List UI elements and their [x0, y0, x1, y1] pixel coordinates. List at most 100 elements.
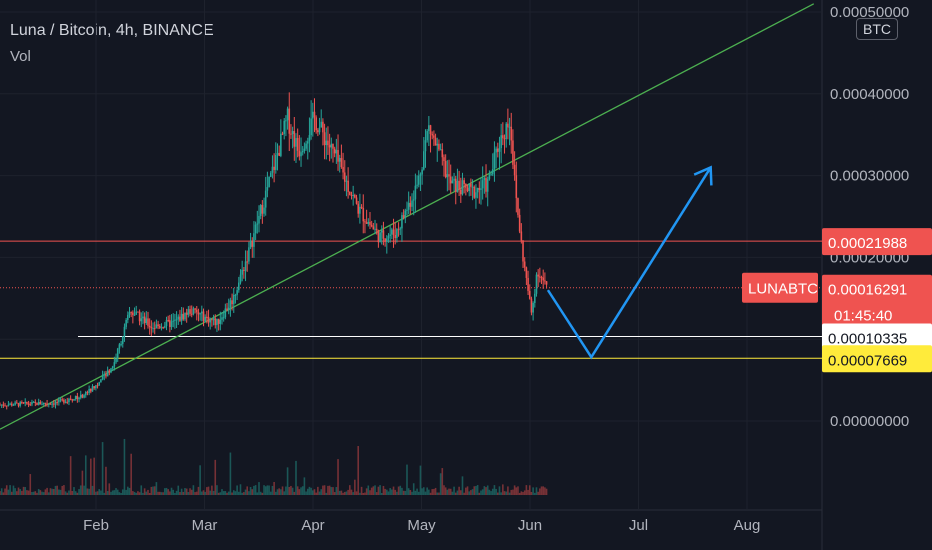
candle-body — [485, 178, 487, 192]
volume-bar — [105, 466, 107, 495]
volume-bar — [101, 442, 104, 495]
volume-bar — [286, 467, 289, 495]
volume-bar — [90, 458, 92, 495]
volume-bar — [209, 490, 212, 495]
volume-bar — [540, 486, 543, 495]
candle-body — [273, 166, 275, 170]
volume-bar — [520, 491, 523, 495]
x-tick-label: May — [407, 517, 436, 534]
candle-body — [293, 131, 296, 147]
candle-body — [312, 111, 314, 119]
candle-body — [443, 157, 445, 162]
volume-bar — [120, 492, 122, 495]
volume-bar — [61, 485, 64, 495]
volume-bar — [259, 491, 262, 495]
candle-body — [217, 318, 220, 324]
candle-body — [308, 135, 311, 142]
candle-body — [26, 401, 28, 404]
currency-button[interactable]: BTC — [856, 18, 898, 40]
volume-label[interactable]: Vol — [10, 48, 31, 65]
candle-body — [0, 404, 3, 406]
candle-body — [394, 234, 397, 238]
candle-body — [241, 269, 243, 275]
volume-bar — [179, 492, 181, 495]
volume-bar — [330, 487, 333, 495]
candle-body — [95, 385, 97, 389]
volume-bar — [343, 491, 346, 495]
volume-bar — [276, 489, 279, 495]
volume-bar — [498, 486, 501, 495]
candle-body — [232, 294, 235, 305]
projection-arrowhead — [693, 165, 713, 186]
volume-bar — [512, 489, 514, 495]
volume-bar — [174, 492, 176, 495]
candle-body — [4, 405, 6, 407]
candle-body — [258, 215, 260, 224]
volume-bar — [125, 489, 127, 495]
candle-body — [111, 366, 114, 369]
volume-bar — [428, 489, 430, 495]
candle-body — [221, 317, 223, 320]
candle-body — [359, 206, 361, 214]
volume-bar — [147, 489, 149, 495]
candle-body — [10, 403, 13, 406]
candle-body — [145, 318, 148, 324]
volume-bar — [137, 491, 139, 495]
volume-bar — [132, 491, 134, 495]
volume-bar — [473, 486, 476, 495]
volume-bar — [312, 490, 314, 495]
volume-bar — [434, 487, 437, 495]
candle-body — [170, 321, 173, 327]
volume-bar — [39, 490, 42, 495]
volume-bar — [21, 490, 23, 495]
volume-bar — [322, 485, 324, 495]
volume-bars — [0, 438, 548, 495]
candle-body — [471, 186, 474, 188]
volume-bar — [387, 491, 390, 495]
candle-body — [150, 326, 153, 329]
candle-body — [481, 180, 484, 189]
candle-body — [132, 312, 134, 316]
volume-bar — [130, 453, 132, 495]
symbol-title[interactable]: Luna / Bitcoin, 4h, BINANCE — [10, 22, 214, 39]
candle-body — [280, 133, 282, 156]
volume-bar — [486, 485, 489, 495]
candle-body — [96, 385, 99, 387]
volume-bar — [243, 492, 245, 495]
candle-body — [37, 402, 40, 405]
symbol-tag-bg — [742, 272, 818, 303]
candle-body — [81, 394, 84, 398]
volume-bar — [192, 485, 195, 495]
support-white-price-label-bg — [822, 323, 932, 351]
candle-body — [73, 399, 75, 401]
candle-body — [256, 223, 259, 225]
candle-body — [362, 207, 365, 222]
time-axis[interactable]: Feb Mar Apr May Jun Jul Aug — [83, 517, 760, 534]
candle-body — [100, 379, 102, 383]
candle-body — [406, 209, 408, 211]
volume-bar — [406, 464, 408, 495]
x-tick-label: Aug — [734, 517, 761, 534]
volume-bar — [355, 491, 358, 495]
volume-bar — [320, 489, 323, 495]
volume-bar — [153, 486, 156, 495]
volume-bar — [187, 492, 190, 495]
candle-body — [108, 370, 111, 373]
candle-body — [465, 183, 467, 188]
volume-bar — [26, 490, 28, 495]
candle-body — [508, 126, 511, 128]
volume-bar — [288, 486, 291, 495]
candle-body — [209, 319, 212, 323]
volume-bar — [142, 492, 144, 495]
support-white-price-label: 0.00010335 — [828, 330, 907, 347]
candle-body — [431, 134, 434, 136]
candle-body — [476, 187, 479, 193]
volume-bar — [417, 491, 420, 495]
y-tick-label: 0.00040000 — [830, 86, 909, 103]
candle-body — [189, 309, 191, 314]
candle-body — [219, 319, 222, 324]
volume-bar — [5, 485, 8, 495]
candle-body — [234, 294, 237, 296]
current-price-bg — [822, 274, 932, 327]
